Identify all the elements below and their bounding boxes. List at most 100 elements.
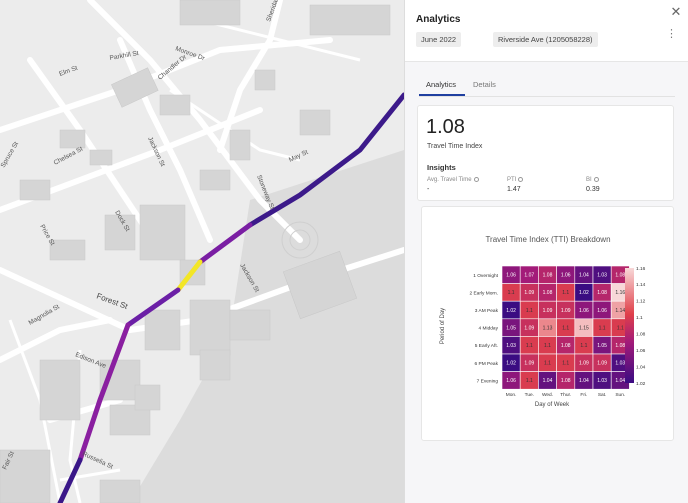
info-icon[interactable]	[518, 177, 524, 182]
x-tick-label: Thur.	[560, 392, 571, 398]
heatmap-cell-label: 1.1	[526, 343, 533, 349]
y-tick-label: 5 Early Aft.	[475, 343, 498, 349]
map-svg[interactable]: Elm St Chelsea St Jackson St Sheridan St…	[0, 0, 404, 503]
heatmap-cell-label: 1.08	[615, 273, 625, 279]
colorbar-tick-label: 1.12	[636, 299, 646, 305]
heatmap-cell-label: 1.05	[506, 325, 516, 331]
heatmap-cell-label: 1.08	[615, 343, 625, 349]
heatmap-cell-label: 1.07	[524, 273, 534, 279]
y-tick-label: 7 Evening	[477, 378, 499, 384]
pti-label: PTI	[507, 177, 524, 183]
info-icon[interactable]	[593, 177, 599, 182]
y-axis-title: Period of Day	[440, 308, 446, 344]
heatmap-cell-label: 1.05	[597, 343, 607, 349]
heatmap-cell-label: 1.1	[544, 343, 551, 349]
heatmap-cell-label: 1.04	[579, 273, 589, 279]
heatmap-cell-label: 1.04	[543, 378, 553, 384]
x-tick-label: Tue.	[525, 392, 534, 398]
heatmap-cell-label: 1.02	[506, 361, 516, 367]
tti-value: 1.08	[426, 116, 465, 138]
colorbar-tick-label: 1.16	[636, 266, 646, 272]
bi-label: BI	[586, 177, 599, 183]
y-tick-label: 2 Early Morn.	[469, 290, 498, 296]
kpi-card: 1.08 Travel Time Index Insights Avg. Tra…	[417, 105, 674, 201]
tti-heatmap: Travel Time Index (TTI) Breakdown 1 Over…	[440, 235, 646, 408]
heatmap-cell-label: 1.08	[561, 343, 571, 349]
heatmap-cell-label: 1.08	[543, 290, 553, 296]
heatmap-cell-label: 1.1	[562, 290, 569, 296]
heatmap-cell-label: 1.14	[615, 308, 625, 314]
heatmap-cell-label: 1.09	[524, 361, 534, 367]
heatmap-cell-label: 1.06	[579, 308, 589, 314]
heatmap-cell-label: 1.1	[526, 378, 533, 384]
heatmap-cell-label: 1.03	[597, 378, 607, 384]
colorbar	[625, 268, 634, 383]
avg-travel-time-value: -	[427, 186, 430, 193]
heatmap-cell-label: 1.04	[579, 378, 589, 384]
heatmap-cell-label: 1.1	[562, 325, 569, 331]
heatmap-cell-label: 1.06	[506, 273, 516, 279]
bi-value: 0.39	[586, 186, 600, 193]
heatmap-cell-label: 1.03	[615, 361, 625, 367]
heatmap-cell-label: 1.09	[543, 308, 553, 314]
heatmap-cell-label: 1.15	[579, 325, 589, 331]
x-tick-label: Mon.	[506, 392, 517, 398]
tab-details[interactable]: Details	[473, 80, 496, 89]
heatmap-cell-label: 1.08	[561, 378, 571, 384]
heatmap-cell-label: 1.02	[506, 308, 516, 314]
tab-analytics[interactable]: Analytics	[419, 80, 465, 96]
colorbar-tick-label: 1.1	[636, 315, 643, 321]
heatmap-cell-label: 1.1	[599, 325, 606, 331]
heatmap-cell-label: 1.03	[597, 273, 607, 279]
y-tick-label: 4 Midday	[479, 326, 499, 332]
heatmap-cell-label: 1.09	[524, 290, 534, 296]
close-icon[interactable]: ✕	[670, 4, 682, 19]
map-canvas[interactable]: Elm St Chelsea St Jackson St Sheridan St…	[0, 0, 404, 503]
info-icon[interactable]	[473, 177, 479, 182]
heatmap-cell-label: 1.16	[615, 290, 625, 296]
panel-title: Analytics	[416, 14, 461, 25]
more-options-icon[interactable]: ⋮	[666, 28, 677, 40]
heatmap-cell-label: 1.09	[561, 308, 571, 314]
y-tick-label: 1 Overnight	[473, 273, 498, 279]
x-tick-label: Sat.	[598, 392, 607, 398]
colorbar-tick-label: 1.08	[636, 332, 646, 338]
x-tick-label: Sun.	[615, 392, 625, 398]
tabs-divider	[419, 96, 675, 97]
heatmap-cell-label: 1.09	[579, 361, 589, 367]
heatmap-cell-label: 1.04	[615, 378, 625, 384]
heatmap-cell-label: 1.1	[580, 343, 587, 349]
heatmap-cell-label: 1.1	[617, 325, 624, 331]
heatmap-cell-label: 1.06	[597, 308, 607, 314]
y-tick-label: 3 AM Peak	[475, 308, 499, 314]
heatmap-cell-label: 1.1	[562, 361, 569, 367]
tti-breakdown-card: Travel Time Index (TTI) Breakdown 1 Over…	[421, 206, 674, 441]
period-chip[interactable]: June 2022	[416, 32, 462, 47]
heatmap-cell-label: 1.03	[506, 343, 516, 349]
colorbar-tick-label: 1.06	[636, 348, 646, 354]
route-line	[57, 92, 404, 503]
pti-value: 1.47	[507, 186, 521, 193]
heatmap-title: Travel Time Index (TTI) Breakdown	[485, 235, 610, 244]
y-tick-label: 6 PM Peak	[475, 361, 499, 367]
analytics-panel: Analytics ✕ June 2022 Riverside Ave (120…	[404, 0, 688, 503]
tti-label: Travel Time Index	[427, 143, 483, 150]
insights-title: Insights	[427, 163, 456, 172]
x-tick-label: Wed.	[542, 392, 553, 398]
heatmap-cell-label: 1.09	[524, 325, 534, 331]
heatmap-cell-label: 1.06	[561, 273, 571, 279]
x-tick-label: Fri.	[580, 392, 587, 398]
heatmap-cell-label: 1.1	[508, 290, 515, 296]
heatmap-cell-label: 1.08	[543, 273, 553, 279]
colorbar-tick-label: 1.04	[636, 364, 646, 370]
heatmap-cell-label: 1.1	[526, 308, 533, 314]
segment-chip[interactable]: Riverside Ave (1205058228)	[493, 32, 598, 47]
heatmap-cell-label: 1.09	[597, 361, 607, 367]
colorbar-tick-label: 1.14	[636, 282, 646, 288]
heatmap-cell-label: 1.08	[597, 290, 607, 296]
colorbar-tick-label: 1.02	[636, 381, 646, 387]
heatmap-cell-label: 1.02	[579, 290, 589, 296]
heatmap-cell-label: 1.13	[543, 325, 553, 331]
heatmap-cell-label: 1.06	[506, 378, 516, 384]
avg-travel-time-label: Avg. Travel Time	[427, 177, 479, 183]
